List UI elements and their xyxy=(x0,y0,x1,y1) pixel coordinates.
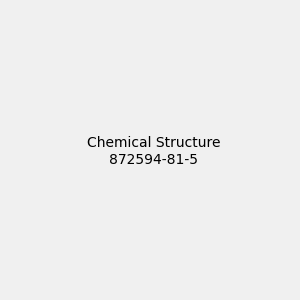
Text: Chemical Structure
872594-81-5: Chemical Structure 872594-81-5 xyxy=(87,136,220,166)
